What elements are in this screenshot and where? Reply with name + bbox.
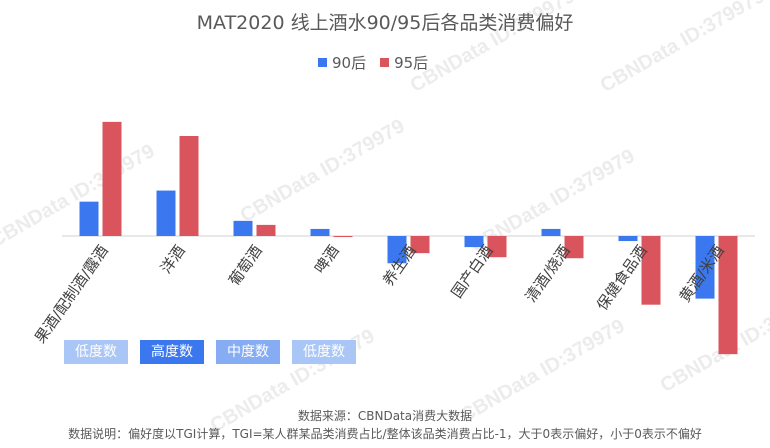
bar-90-6 [541,228,561,236]
bar-95-0 [102,121,122,236]
bar-95-3 [333,236,353,238]
tag-low-1: 低度数 [64,340,128,364]
bar-90-1 [156,190,176,236]
legend-swatch-90 [318,58,327,67]
bar-95-4 [410,236,430,254]
tag-high: 高度数 [140,340,204,364]
bar-90-2 [233,220,253,236]
tag-low-2: 低度数 [292,340,356,364]
category-label-4: 养生酒 [379,242,420,289]
category-label-0: 果酒/配制酒/露酒 [31,242,112,347]
bar-90-7 [618,236,638,242]
bar-95-6 [564,236,584,259]
bar-95-5 [487,236,507,258]
legend-swatch-95 [380,58,390,67]
category-label-1: 洋酒 [157,242,189,277]
data-note: 数据说明：偏好度以TGI计算，TGI=某人群某品类消费占比/整体该品类消费占比-… [68,427,702,441]
chart-legend: 90后 95后 [318,52,428,73]
legend-item-90: 90后 [318,52,366,73]
category-label-2: 葡萄酒 [225,242,266,289]
bar-95-1 [179,136,199,236]
category-label-3: 啤酒 [311,242,343,277]
legend-label-95: 95后 [394,54,429,72]
category-label-6: 清酒/烧酒 [522,242,574,306]
legend-label-90: 90后 [332,54,367,72]
tag-mid: 中度数 [216,340,280,364]
legend-item-95: 95后 [380,52,428,73]
alcohol-tags: 低度数 高度数 中度数 低度数 [64,340,356,364]
bar-95-7 [641,236,661,305]
bar-90-8 [695,236,715,299]
chart-title: MAT2020 线上酒水90/95后各品类消费偏好 [196,12,574,34]
bar-90-3 [310,228,330,236]
category-label-5: 国产白酒 [448,242,497,301]
bar-90-0 [79,201,99,236]
bar-90-5 [464,236,484,248]
bar-95-2 [256,224,276,236]
data-source: 数据来源：CBNData消费大数据 [297,409,473,423]
bar-95-8 [718,236,738,355]
bar-90-4 [387,236,407,264]
